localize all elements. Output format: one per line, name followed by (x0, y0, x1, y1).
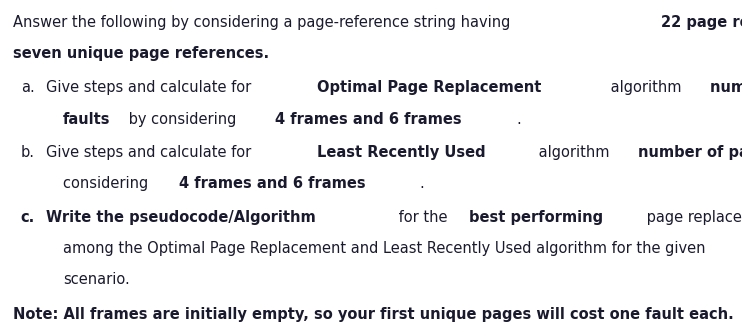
Text: faults: faults (63, 112, 111, 127)
Text: algorithm: algorithm (534, 145, 614, 160)
Text: Give steps and calculate for: Give steps and calculate for (46, 80, 256, 95)
Text: page replacement algorithm: page replacement algorithm (642, 210, 742, 225)
Text: Note: All frames are initially empty, so your first unique pages will cost one f: Note: All frames are initially empty, so… (13, 307, 734, 322)
Text: Give steps and calculate for: Give steps and calculate for (46, 145, 256, 160)
Text: for the: for the (394, 210, 452, 225)
Text: Least Recently Used: Least Recently Used (317, 145, 485, 160)
Text: a.: a. (21, 80, 35, 95)
Text: 22 page references: 22 page references (661, 15, 742, 30)
Text: by considering: by considering (125, 112, 241, 127)
Text: number of page faults: number of page faults (638, 145, 742, 160)
Text: Answer the following by considering a page-reference string having: Answer the following by considering a pa… (13, 15, 516, 30)
Text: scenario.: scenario. (63, 272, 130, 287)
Text: algorithm: algorithm (606, 80, 686, 95)
Text: among the Optimal Page Replacement and Least Recently Used algorithm for the giv: among the Optimal Page Replacement and L… (63, 241, 706, 256)
Text: number of page: number of page (709, 80, 742, 95)
Text: 4 frames and 6 frames: 4 frames and 6 frames (275, 112, 462, 127)
Text: c.: c. (21, 210, 35, 225)
Text: 4 frames and 6 frames: 4 frames and 6 frames (179, 176, 366, 191)
Text: .: . (420, 176, 424, 191)
Text: Write the pseudocode/Algorithm: Write the pseudocode/Algorithm (46, 210, 316, 225)
Text: considering: considering (63, 176, 153, 191)
Text: b.: b. (21, 145, 35, 160)
Text: .: . (516, 112, 521, 127)
Text: best performing: best performing (469, 210, 603, 225)
Text: Optimal Page Replacement: Optimal Page Replacement (317, 80, 541, 95)
Text: seven unique page references.: seven unique page references. (13, 46, 269, 61)
